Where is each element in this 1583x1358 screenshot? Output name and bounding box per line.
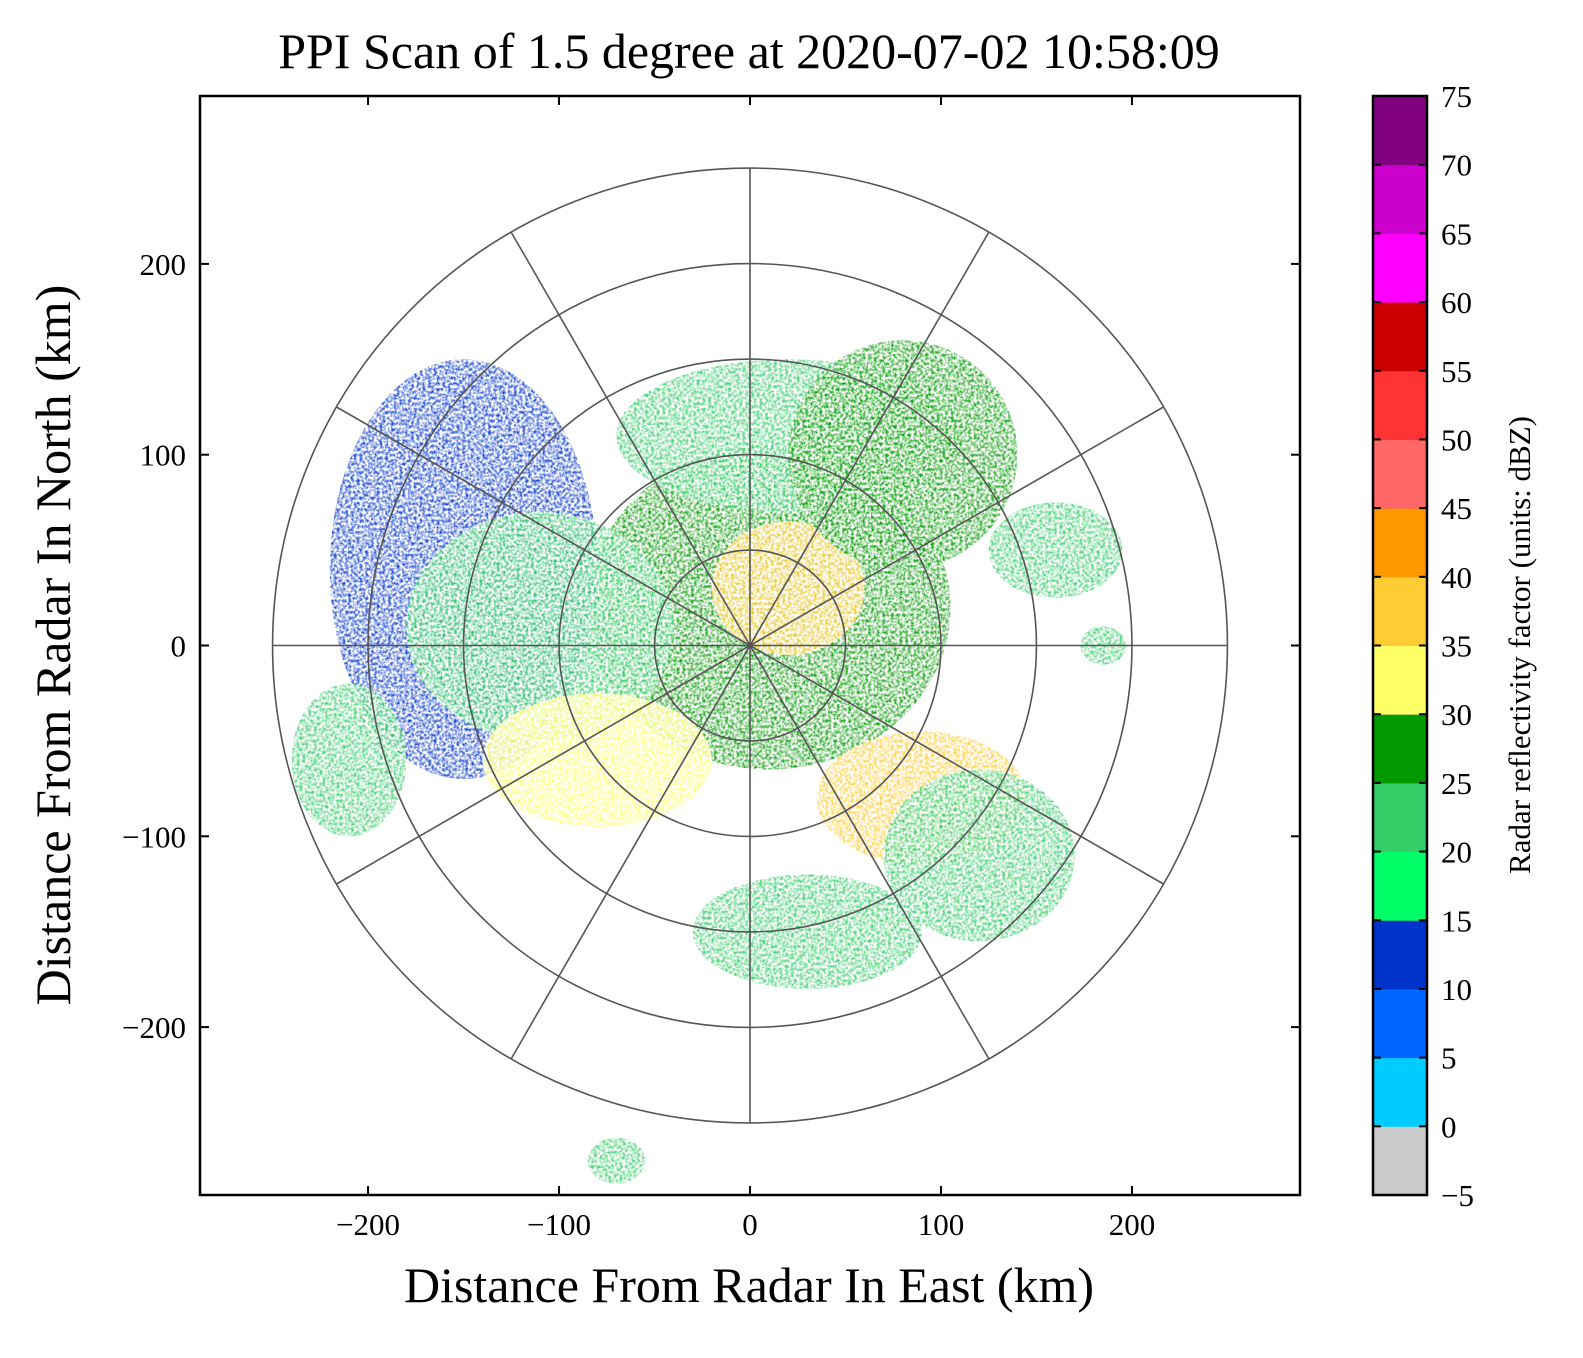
polar-grid <box>271 167 1229 1124</box>
colorbar-tick-label: 55 <box>1441 354 1472 389</box>
colorbar-bin <box>1373 1126 1427 1196</box>
colorbar-tick-label: 60 <box>1441 285 1472 320</box>
colorbar-tick-label: 15 <box>1441 903 1472 938</box>
colorbar-tick-label: −5 <box>1441 1178 1474 1213</box>
colorbar <box>1373 96 1427 1196</box>
colorbar-bin <box>1373 851 1427 921</box>
y-tick-label: −200 <box>122 1010 186 1045</box>
azimuth-spoke-240 <box>336 644 751 885</box>
x-tick-label: 100 <box>918 1207 965 1242</box>
echo-northeast-band <box>788 340 1018 570</box>
azimuth-spoke-150 <box>749 645 990 1059</box>
colorbar-bin <box>1373 439 1427 509</box>
x-axis: −200 −100 0 100 200 <box>336 96 1155 1242</box>
echo-southeast-band <box>883 769 1075 942</box>
azimuth-spoke-210 <box>510 645 751 1059</box>
colorbar-tick-label: 35 <box>1441 629 1472 664</box>
colorbar-ticks: −5 0 5 10 15 20 25 30 35 40 45 50 55 60 65 70 75 <box>1373 79 1474 1213</box>
x-tick-label: −200 <box>336 1207 400 1242</box>
colorbar-bin <box>1373 164 1427 234</box>
plot-area <box>200 96 1300 1195</box>
colorbar-tick-label: 65 <box>1441 216 1472 251</box>
y-tick-label: 100 <box>140 438 187 473</box>
colorbar-bin <box>1373 508 1427 578</box>
colorbar-bin <box>1373 1057 1427 1127</box>
colorbar-bin <box>1373 988 1427 1059</box>
y-tick-label: 200 <box>140 247 187 282</box>
colorbar-tick-label: 50 <box>1441 422 1472 457</box>
colorbar-bin <box>1373 714 1427 784</box>
colorbar-tick-label: 40 <box>1441 560 1472 595</box>
azimuth-spoke-330 <box>510 232 751 646</box>
colorbar-tick-label: 10 <box>1441 972 1472 1007</box>
colorbar-bin <box>1373 370 1427 440</box>
azimuth-spoke-300 <box>336 406 751 647</box>
x-axis-label: Distance From Radar In East (km) <box>404 1257 1094 1313</box>
azimuth-spoke-30 <box>749 232 990 646</box>
x-tick-label: 0 <box>742 1207 758 1242</box>
colorbar-bin <box>1373 920 1427 990</box>
colorbar-tick-label: 30 <box>1441 697 1472 732</box>
colorbar-tick-label: 45 <box>1441 491 1472 526</box>
colorbar-bin <box>1373 233 1427 303</box>
echo-far-west-cluster <box>291 683 407 837</box>
echo-east-cluster <box>988 502 1123 598</box>
y-tick-label: −100 <box>122 819 186 854</box>
echo-far-south-cell <box>587 1137 645 1184</box>
colorbar-tick-label: 25 <box>1441 766 1472 801</box>
colorbar-bin <box>1373 302 1427 372</box>
x-tick-label: −100 <box>527 1207 591 1242</box>
colorbar-bin <box>1373 576 1427 646</box>
colorbar-tick-label: 20 <box>1441 835 1472 870</box>
y-tick-label: 0 <box>171 629 187 664</box>
y-axis: −200 −100 0 100 200 <box>122 247 1300 1045</box>
azimuth-spoke-120 <box>749 644 1164 885</box>
colorbar-bin <box>1373 96 1427 166</box>
colorbar-tick-label: 0 <box>1441 1109 1457 1144</box>
y-axis-label: Distance From Radar In North (km) <box>25 285 81 1006</box>
colorbar-tick-label: 75 <box>1441 79 1472 114</box>
colorbar-bin <box>1373 645 1427 715</box>
colorbar-tick-label: 70 <box>1441 148 1472 183</box>
colorbar-bin <box>1373 782 1427 853</box>
colorbar-label: Radar reflectivity factor (units: dBZ) <box>1502 416 1537 874</box>
colorbar-tick-label: 5 <box>1441 1041 1457 1076</box>
x-tick-label: 200 <box>1109 1207 1156 1242</box>
chart-title: PPI Scan of 1.5 degree at 2020-07-02 10:… <box>278 23 1220 79</box>
azimuth-spoke-60 <box>749 406 1164 647</box>
